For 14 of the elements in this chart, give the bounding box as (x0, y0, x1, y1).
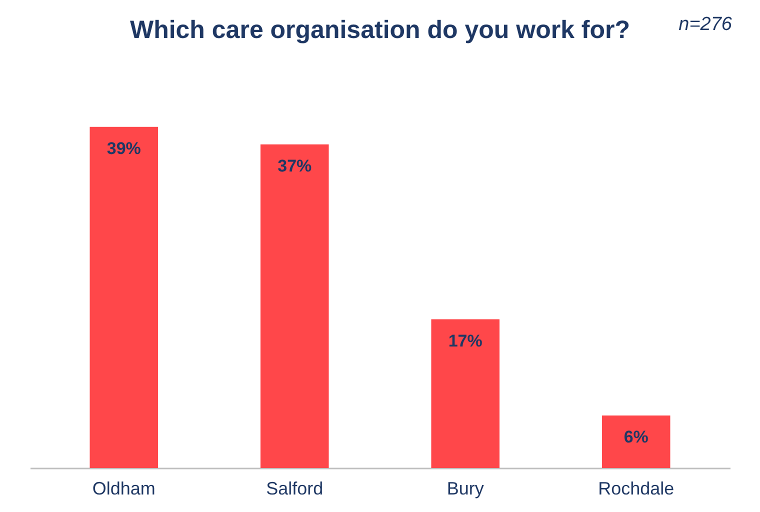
x-tick-label: Bury (446, 478, 484, 498)
text: n=276 (678, 14, 732, 36)
bar (602, 416, 670, 468)
x-tick-label: Rochdale (598, 478, 674, 498)
chart-title: Which care organisation do you work for? (130, 16, 630, 44)
x-tick-label: Salford (266, 478, 324, 498)
bar (260, 144, 329, 468)
data-label: 39% (106, 138, 141, 158)
x-tick-label: Oldham (92, 478, 156, 498)
bar (431, 319, 500, 468)
data-label: 37% (278, 156, 312, 176)
data-label: 17% (448, 331, 482, 350)
data-label: 6% (624, 428, 648, 447)
bar (90, 126, 158, 468)
